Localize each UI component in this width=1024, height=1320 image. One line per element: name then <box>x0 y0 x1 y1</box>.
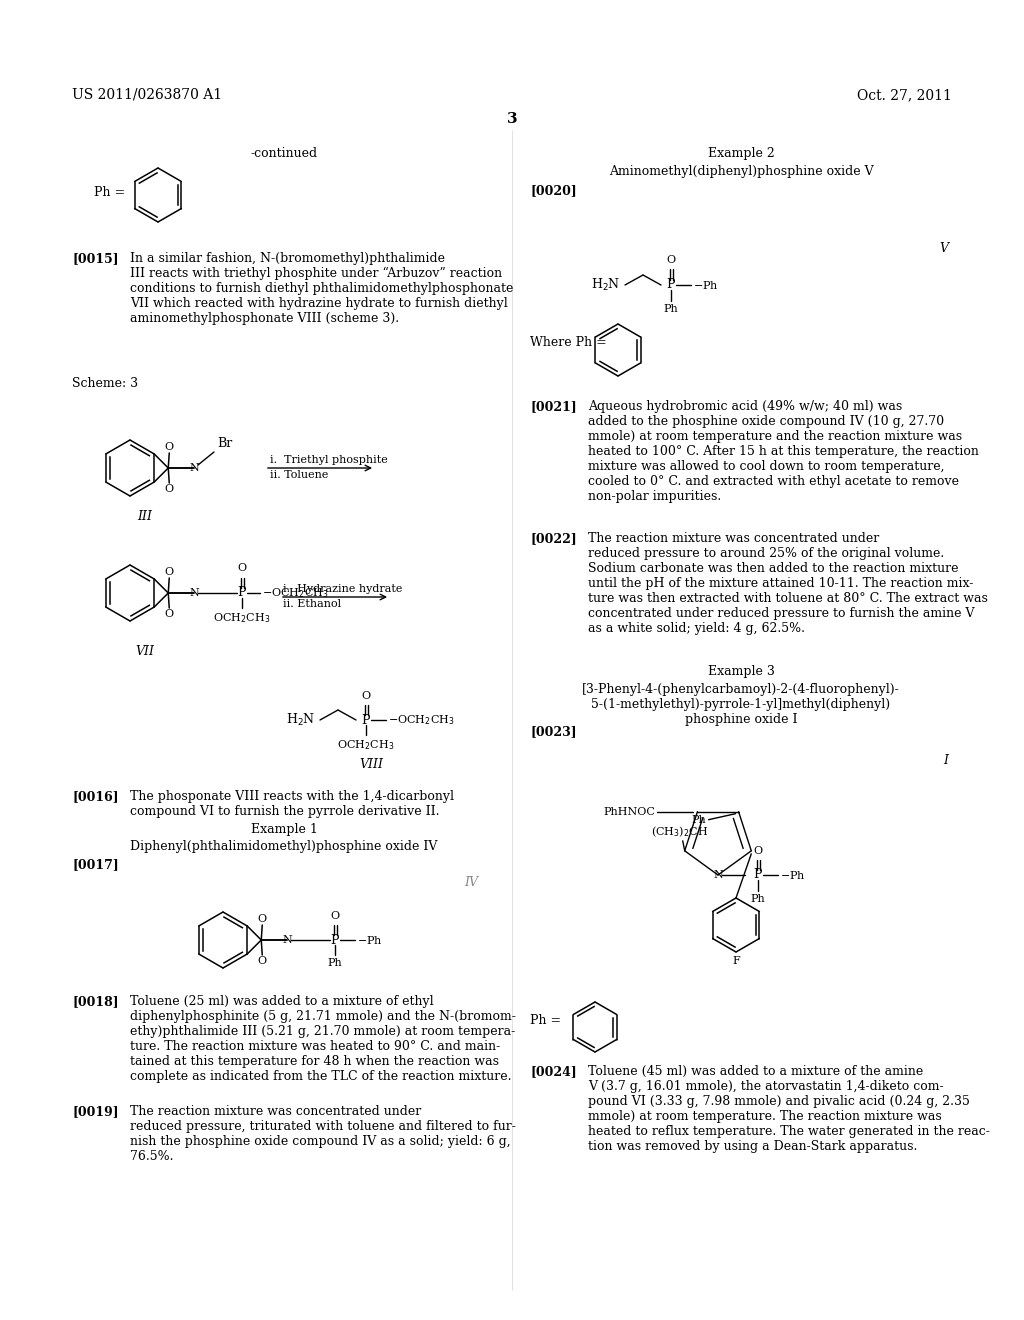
Text: [0015]: [0015] <box>72 252 119 265</box>
Text: i.  Hydrazine hydrate: i. Hydrazine hydrate <box>283 583 402 594</box>
Text: [0017]: [0017] <box>72 858 119 871</box>
Text: $-$Ph: $-$Ph <box>693 279 719 290</box>
Text: O: O <box>361 690 371 701</box>
Text: O: O <box>165 442 174 451</box>
Text: Example 3: Example 3 <box>708 665 774 678</box>
Text: N: N <box>189 463 199 473</box>
Text: O: O <box>258 956 267 966</box>
Text: III: III <box>137 510 153 523</box>
Text: [0023]: [0023] <box>530 725 577 738</box>
Text: $-$OCH$_2$CH$_3$: $-$OCH$_2$CH$_3$ <box>388 713 455 727</box>
Text: O: O <box>667 255 676 265</box>
Text: [3-Phenyl-4-(phenylcarbamoyl)-2-(4-fluorophenyl)-
5-(1-methylethyl)-pyrrole-1-yl: [3-Phenyl-4-(phenylcarbamoyl)-2-(4-fluor… <box>582 682 900 726</box>
Text: ii. Toluene: ii. Toluene <box>270 470 329 480</box>
Text: [0021]: [0021] <box>530 400 577 413</box>
Text: I: I <box>943 754 948 767</box>
Text: O: O <box>331 911 340 921</box>
Text: [0020]: [0020] <box>530 183 577 197</box>
Text: PhHNOC: PhHNOC <box>603 807 655 817</box>
Text: IV: IV <box>464 876 478 888</box>
Text: [0022]: [0022] <box>530 532 577 545</box>
Text: Br: Br <box>217 437 232 450</box>
Text: VIII: VIII <box>359 758 383 771</box>
Text: US 2011/0263870 A1: US 2011/0263870 A1 <box>72 88 222 102</box>
Text: (CH$_3$)$_2$CH: (CH$_3$)$_2$CH <box>651 824 709 838</box>
Text: H$_2$N: H$_2$N <box>591 277 620 293</box>
Text: The reaction mixture was concentrated under
reduced pressure to around 25% of th: The reaction mixture was concentrated un… <box>588 532 988 635</box>
Text: O: O <box>258 913 267 924</box>
Text: The reaction mixture was concentrated under
reduced pressure, triturated with to: The reaction mixture was concentrated un… <box>130 1105 516 1163</box>
Text: [0016]: [0016] <box>72 789 119 803</box>
Text: $-$Ph: $-$Ph <box>357 935 383 946</box>
Text: [0024]: [0024] <box>530 1065 577 1078</box>
Text: Ph =: Ph = <box>530 1014 561 1027</box>
Text: Ph =: Ph = <box>94 186 125 199</box>
Text: Ph: Ph <box>664 304 678 314</box>
Text: O: O <box>165 568 174 577</box>
Text: 3: 3 <box>507 112 517 125</box>
Text: $-$OCH$_2$CH$_3$: $-$OCH$_2$CH$_3$ <box>262 586 329 599</box>
Text: Oct. 27, 2011: Oct. 27, 2011 <box>857 88 952 102</box>
Text: H$_2$N: H$_2$N <box>286 711 315 729</box>
Text: OCH$_2$CH$_3$: OCH$_2$CH$_3$ <box>337 738 394 752</box>
Text: O: O <box>165 484 174 494</box>
Text: O: O <box>165 609 174 619</box>
Text: Ph: Ph <box>328 958 342 968</box>
Text: Scheme: 3: Scheme: 3 <box>72 378 138 389</box>
Text: P: P <box>361 714 371 726</box>
Text: Toluene (25 ml) was added to a mixture of ethyl
diphenylphosphinite (5 g, 21.71 : Toluene (25 ml) was added to a mixture o… <box>130 995 516 1082</box>
Text: The phosponate VIII reacts with the 1,4-dicarbonyl
compound VI to furnish the py: The phosponate VIII reacts with the 1,4-… <box>130 789 454 818</box>
Text: Ph: Ph <box>751 894 765 904</box>
Text: Diphenyl(phthalimidomethyl)phosphine oxide IV: Diphenyl(phthalimidomethyl)phosphine oxi… <box>130 840 437 853</box>
Text: In a similar fashion, N-(bromomethyl)phthalimide
III reacts with triethyl phosph: In a similar fashion, N-(bromomethyl)pht… <box>130 252 513 325</box>
Text: O: O <box>754 846 763 855</box>
Text: P: P <box>754 869 762 882</box>
Text: N: N <box>189 587 199 598</box>
Text: Example 2: Example 2 <box>708 147 774 160</box>
Text: N: N <box>283 935 292 945</box>
Text: O: O <box>238 564 247 573</box>
Text: Toluene (45 ml) was added to a mixture of the amine
V (3.7 g, 16.01 mmole), the : Toluene (45 ml) was added to a mixture o… <box>588 1065 990 1152</box>
Text: N: N <box>713 870 723 880</box>
Text: V: V <box>939 242 948 255</box>
Text: [0018]: [0018] <box>72 995 119 1008</box>
Text: i.  Triethyl phosphite: i. Triethyl phosphite <box>270 455 388 465</box>
Text: ii. Ethanol: ii. Ethanol <box>283 599 341 609</box>
Text: [0019]: [0019] <box>72 1105 119 1118</box>
Text: P: P <box>667 279 675 292</box>
Text: Example 1: Example 1 <box>251 822 317 836</box>
Text: P: P <box>331 933 339 946</box>
Text: F: F <box>732 956 740 966</box>
Text: Ph: Ph <box>692 814 707 825</box>
Text: OCH$_2$CH$_3$: OCH$_2$CH$_3$ <box>213 611 270 624</box>
Text: $-$Ph: $-$Ph <box>780 869 806 880</box>
Text: P: P <box>238 586 246 599</box>
Text: Where Ph =: Where Ph = <box>530 335 607 348</box>
Text: -continued: -continued <box>251 147 317 160</box>
Text: VII: VII <box>135 645 155 657</box>
Text: Aqueous hydrobromic acid (49% w/w; 40 ml) was
added to the phosphine oxide compo: Aqueous hydrobromic acid (49% w/w; 40 ml… <box>588 400 979 503</box>
Text: Aminomethyl(diphenyl)phosphine oxide V: Aminomethyl(diphenyl)phosphine oxide V <box>608 165 873 178</box>
